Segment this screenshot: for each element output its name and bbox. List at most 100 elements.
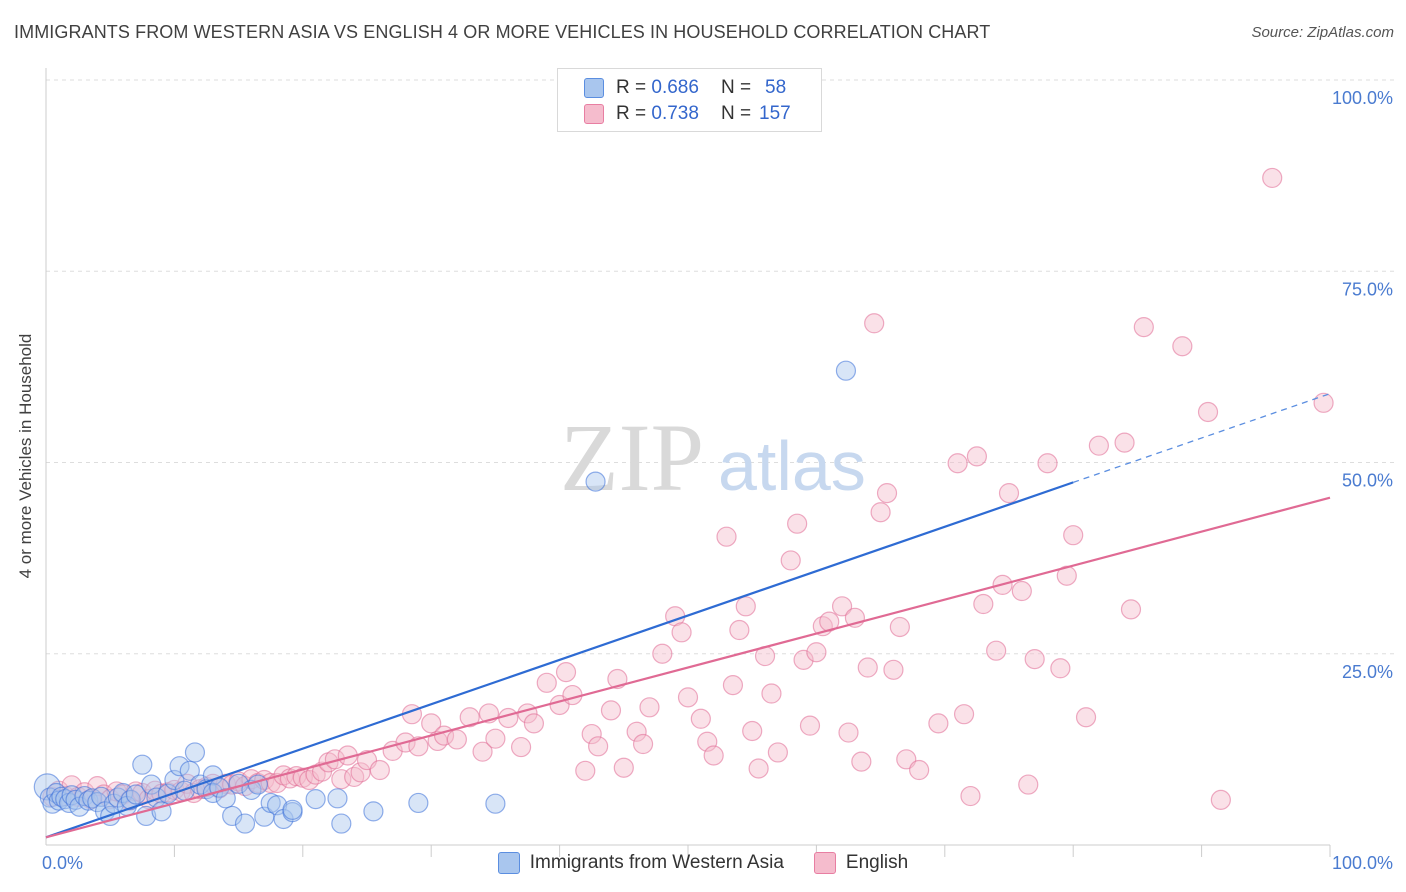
western-asia-point [125,784,146,805]
english-point [607,668,628,690]
english-point [864,313,885,334]
english-point [472,741,493,762]
data-points [33,167,1334,834]
english-point [953,704,975,725]
x-tick-label: 100.0% [1332,853,1393,873]
english-point [1313,392,1334,413]
legend-row-western-asia: R = 0.686 N = 58 [584,76,786,100]
english-point [510,736,532,758]
english-point [369,759,390,781]
english-point [870,502,891,523]
western-asia-point [169,756,190,777]
tick-labels: 25.0% 50.0% 75.0% 100.0% 0.0% 100.0% [42,88,1393,873]
english-point [690,708,711,729]
english-point [613,757,634,778]
english-point [671,622,692,643]
english-point [748,758,769,779]
western-asia-point [485,793,506,814]
english-point [1063,525,1084,546]
western-asia-point [112,782,134,804]
english-point [909,759,930,781]
stats-legend: R = 0.686 N = 58 R = 0.738 N = 157 [557,68,822,132]
english-point [1262,167,1283,189]
y-tick-label: 50.0% [1342,471,1393,491]
english-point [838,722,859,743]
western-asia-point [179,760,200,781]
legend-label-western-asia: Immigrants from Western Asia [529,852,784,873]
english-point [626,721,647,742]
english-point [761,683,782,704]
english-point [960,785,981,807]
english-point [780,550,801,571]
western-asia-point [184,742,206,763]
watermark-atlas: atlas [718,427,866,505]
legend-swatch-english [813,852,836,874]
english-point [787,513,808,534]
english-point [1210,789,1231,810]
english-point [1024,649,1045,670]
english-point [1133,316,1154,338]
y-axis-label: 4 or more Vehicles in Household [16,333,35,579]
legend-n-value: 157 [759,103,791,124]
english-point [928,713,949,734]
y-tick-label: 100.0% [1332,88,1393,108]
english-point [742,720,763,742]
english-point [1197,401,1219,423]
english-point [1172,336,1193,357]
english-point [1018,774,1039,795]
western-asia-point [141,774,162,795]
english-point [767,742,788,763]
english-point [408,736,429,757]
legend-r-value: 0.686 [651,77,699,98]
legend-row-english: R = 0.738 N = 157 [584,102,791,126]
western-asia-point [132,754,153,775]
english-point [1050,658,1071,679]
english-point [973,593,994,615]
english-point [722,675,744,696]
english-point [806,642,827,663]
english-point [581,723,602,745]
english-point [735,596,756,617]
western-asia-point [282,799,303,820]
legend-item-english[interactable]: English [813,852,909,874]
english-point [331,769,352,790]
x-tick-label: 0.0% [42,853,83,873]
western-asia-point [331,813,352,834]
y-tick-label: 75.0% [1342,279,1393,299]
english-point [998,483,1020,504]
english-point [1114,432,1135,453]
legend-r-label: R = [616,77,647,98]
english-point [652,643,673,664]
english-point [459,707,480,728]
legend-swatch-english [584,104,604,124]
source-label: Source: ZipAtlas.com [1251,24,1394,41]
english-point [883,659,904,680]
english-point [966,446,988,467]
english-point [523,713,545,734]
english-point [1088,435,1109,456]
english-point [889,616,910,638]
western-asia-point [222,805,243,827]
english-point [588,736,609,757]
english-point [729,619,750,641]
western-asia-point [835,360,857,381]
english-point [536,672,557,693]
english-point [857,657,878,678]
gridlines [46,79,1395,655]
english-point [639,697,660,718]
english-point [947,453,968,474]
legend-swatch-western-asia [497,852,520,874]
english-point [632,733,654,755]
legend-n-label: N = [720,77,752,98]
english-point [600,700,622,721]
western-asia-point [585,471,606,492]
english-point [831,596,853,617]
legend-item-western-asia[interactable]: Immigrants from Western Asia [497,852,784,874]
legend-n-value: 58 [765,77,787,98]
legend-label-english: English [845,852,909,873]
english-point [575,760,596,781]
legend-n-label: N = [720,103,752,124]
legend-r-value: 0.738 [651,103,699,124]
legend-r-label: R = [616,103,647,124]
western-asia-point [234,813,256,834]
